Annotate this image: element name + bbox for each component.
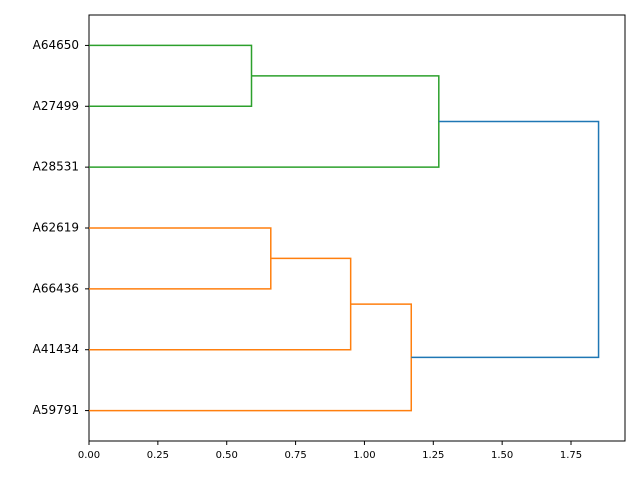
leaf-label: A28531 <box>33 160 79 174</box>
dendrogram-link <box>89 227 272 290</box>
leaf-label: A59791 <box>33 403 79 417</box>
x-tick-label: 0.00 <box>78 450 100 461</box>
dendrogram-link <box>89 44 253 108</box>
dendrogram-link <box>89 257 352 351</box>
leaf-label: A66436 <box>33 281 79 295</box>
leaf-label: A64650 <box>33 38 79 52</box>
x-tick-label: 0.25 <box>147 450 169 461</box>
leaf-label: A62619 <box>33 221 79 235</box>
x-tick-label: 1.25 <box>422 450 444 461</box>
leaf-label: A27499 <box>33 99 79 113</box>
x-tick-label: 1.50 <box>491 450 513 461</box>
x-tick-label: 0.50 <box>216 450 238 461</box>
dendrogram-link <box>411 120 600 359</box>
dendrogram-link <box>89 75 440 168</box>
x-tick-label: 0.75 <box>284 450 306 461</box>
dendrogram-link <box>89 303 413 412</box>
x-tick-label: 1.00 <box>353 450 375 461</box>
x-tick-label: 1.75 <box>560 450 582 461</box>
leaf-label: A41434 <box>33 342 79 356</box>
